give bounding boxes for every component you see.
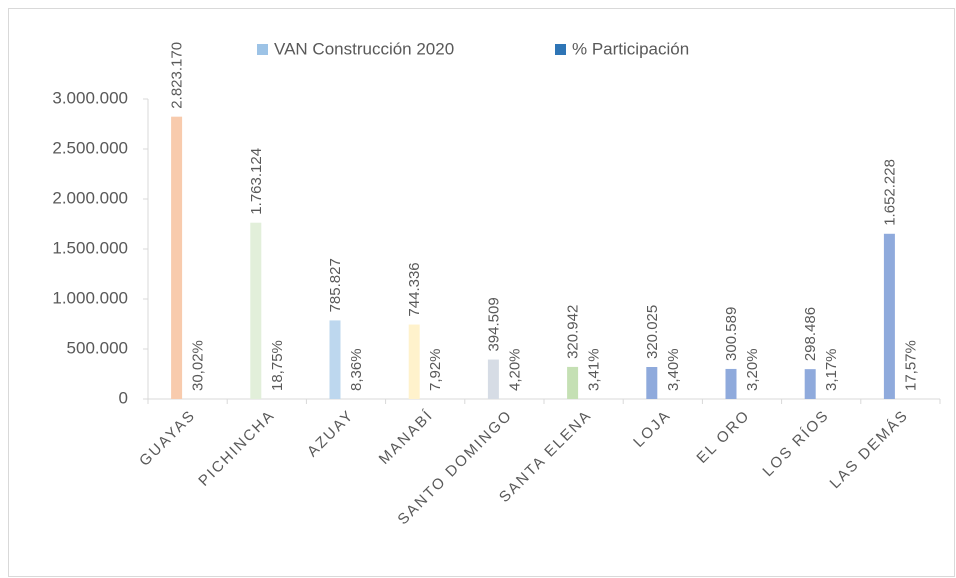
data-label: 785.827: [327, 258, 344, 312]
y-tick-label: 1.000.000: [52, 288, 128, 307]
data-label: 3,20%: [744, 348, 761, 391]
y-tick-label: 0: [119, 388, 128, 407]
x-tick-label: LOJA: [630, 407, 674, 451]
x-tick-label: MANABÍ: [376, 407, 437, 468]
data-label: 300.589: [723, 307, 740, 361]
bar: [250, 222, 262, 399]
bar: [646, 366, 658, 399]
y-tick-label: 3.000.000: [52, 88, 128, 107]
x-tick-label: EL ORO: [693, 407, 753, 467]
data-label: 8,36%: [348, 348, 365, 391]
legend-label: % Participación: [572, 39, 689, 58]
x-tick-label: LAS DEMÁS: [827, 407, 912, 492]
data-label: 744.336: [406, 262, 423, 316]
data-label: 30,02%: [190, 340, 207, 391]
data-label: 2.823.170: [169, 42, 186, 109]
data-label: 17,57%: [902, 340, 919, 391]
data-label: 3,40%: [665, 348, 682, 391]
data-label: 1.763.124: [248, 148, 265, 215]
x-tick-label: PICHINCHA: [195, 407, 278, 490]
y-tick-label: 500.000: [67, 338, 128, 357]
x-tick-label: GUAYAS: [136, 407, 199, 470]
legend-label: VAN Construcción 2020: [274, 39, 454, 58]
data-label: 320.025: [644, 305, 661, 359]
x-tick-label: LOS RÍOS: [759, 407, 832, 480]
data-label: 394.509: [485, 297, 502, 351]
data-label: 298.486: [802, 307, 819, 361]
bar: [329, 320, 341, 399]
bar: [804, 369, 816, 399]
bar: [725, 368, 737, 399]
data-label: 3,17%: [823, 348, 840, 391]
bar: [171, 116, 183, 400]
data-label: 18,75%: [269, 340, 286, 391]
legend-swatch: [257, 44, 268, 55]
data-label: 7,92%: [427, 348, 444, 391]
x-tick-label: AZUAY: [304, 407, 358, 461]
chart-border: [8, 8, 955, 577]
bar: [408, 324, 420, 399]
bar: [883, 233, 895, 399]
data-label: 4,20%: [506, 348, 523, 391]
data-label: 320.942: [565, 305, 582, 359]
legend-swatch: [555, 44, 566, 55]
data-label: 3,41%: [586, 348, 603, 391]
y-tick-label: 2.500.000: [52, 138, 128, 157]
y-tick-label: 2.000.000: [52, 188, 128, 207]
bar: [567, 366, 579, 399]
y-tick-label: 1.500.000: [52, 238, 128, 257]
bar: [487, 359, 499, 399]
data-label: 1.652.228: [881, 159, 898, 226]
